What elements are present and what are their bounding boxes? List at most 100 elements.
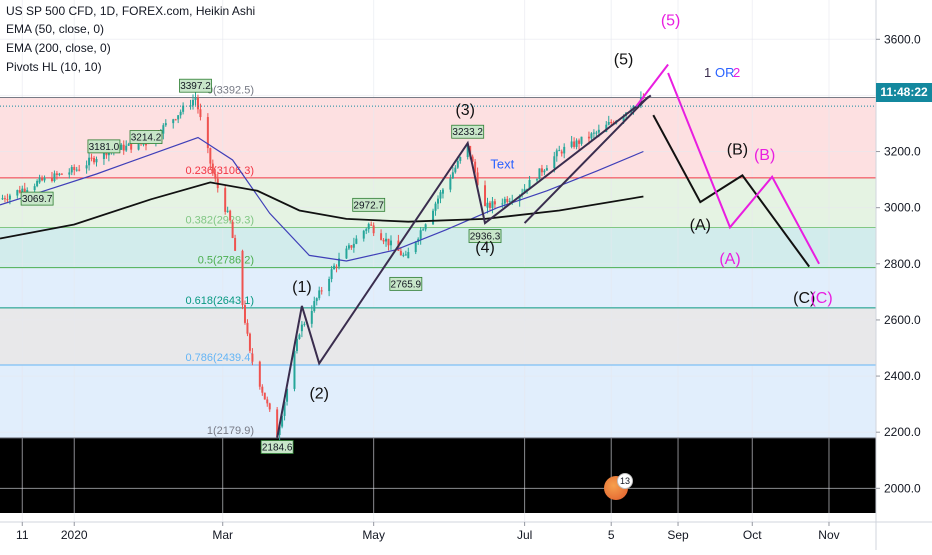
fib-zone-3 (0, 267, 876, 308)
fib-zone-5 (0, 365, 876, 438)
candle-body (298, 334, 301, 339)
indicator-ema-200[interactable]: EMA (200, close, 0) (6, 41, 111, 55)
wave-path-2 (635, 63, 669, 108)
candle-body (172, 119, 175, 124)
candle-body (399, 250, 402, 256)
candle-body (189, 105, 192, 107)
candle-body (328, 279, 331, 292)
candle-body (350, 245, 353, 248)
candle-body (6, 199, 9, 201)
candle-body (407, 252, 410, 259)
candle-body (545, 168, 548, 171)
candle-body (330, 269, 333, 280)
candle-body (120, 144, 123, 150)
candle-body (466, 143, 469, 158)
candle-body (555, 150, 558, 157)
pivot-label-7: 3233.2 (452, 127, 483, 138)
candle-body (243, 305, 246, 323)
chart-title[interactable]: US SP 500 CFD, 1D, FOREX.com, Heikin Ash… (6, 4, 256, 18)
candle-body (570, 141, 573, 147)
y-tick-label-1: 2200.0 (884, 425, 921, 439)
candle-body (476, 172, 479, 186)
candle-body (3, 198, 6, 200)
candle-body (380, 233, 383, 240)
candle-body (402, 254, 405, 256)
wave-path-4 (667, 72, 820, 265)
candle-body (437, 198, 439, 204)
wave-path-3 (652, 114, 811, 268)
candle-body (365, 229, 368, 231)
candle-body (142, 143, 145, 145)
candle-body (192, 99, 195, 106)
candle-body (23, 188, 26, 192)
wave-label-10: (C) (793, 290, 815, 307)
candle-body (419, 230, 422, 239)
candle-body (33, 186, 36, 191)
candle-body (95, 158, 98, 163)
candle-body (199, 109, 202, 118)
candle-body (268, 403, 271, 410)
candle-body (389, 240, 392, 246)
indicator-ema-50[interactable]: EMA (50, close, 0) (6, 22, 105, 36)
y-tick-label-4: 2800.0 (884, 257, 921, 271)
candle-body (622, 115, 625, 121)
candle-body (145, 143, 147, 146)
x-tick-label-1: 2020 (61, 528, 88, 542)
candle-body (456, 160, 459, 168)
indicator-pivots-hl[interactable]: Pivots HL (10, 10) (6, 60, 102, 74)
candle-body (209, 148, 212, 164)
x-tick-label-2: Mar (212, 528, 233, 542)
candle-body (488, 202, 491, 208)
x-tick-label-4: Jul (517, 528, 532, 542)
candle-body (283, 401, 286, 416)
candle-body (295, 338, 298, 351)
candle-body (281, 415, 284, 427)
candle-body (580, 136, 583, 144)
candle-body (528, 180, 531, 189)
candle-body (518, 195, 521, 201)
note-text-2: 2 (733, 65, 740, 80)
candle-body (226, 210, 229, 212)
candle-body (214, 174, 217, 179)
y-tick-label-6: 3200.0 (884, 145, 921, 159)
candle-body (523, 189, 526, 194)
candle-body (508, 201, 511, 203)
candle-body (50, 177, 53, 182)
candle-body (382, 239, 385, 242)
candle-body (231, 221, 234, 238)
candle-body (605, 124, 608, 132)
candle-body (335, 266, 338, 268)
candle-body (503, 198, 506, 204)
candle-body (194, 98, 197, 100)
pivot-label-4: 2184.6 (262, 443, 293, 454)
fib-label-3: 0.5(2786.2) (198, 255, 254, 267)
events-count-badge[interactable]: 13 (617, 473, 633, 489)
candle-body (526, 188, 529, 190)
candle-body (575, 140, 578, 147)
candle-body (85, 165, 88, 169)
candle-body (93, 157, 96, 163)
candle-body (53, 173, 56, 182)
candle-body (333, 265, 336, 270)
candle-body (211, 163, 214, 174)
candle-body (538, 168, 541, 180)
candle-body (355, 238, 358, 244)
candle-body (313, 301, 316, 311)
candle-body (78, 169, 81, 171)
fib-label-5: 0.786(2439.4) (186, 352, 255, 364)
candle-body (261, 386, 264, 393)
pivot-label-box-4 (260, 440, 294, 454)
note-text-0: 1 (704, 65, 711, 80)
pivot-label-box-6 (389, 276, 423, 291)
x-tick-label-7: Oct (743, 528, 762, 542)
candle-body (278, 426, 281, 435)
candle-body (543, 170, 546, 173)
candle-body (16, 190, 19, 196)
pivot-label-2: 3214.2 (131, 133, 162, 144)
candle-body (471, 156, 474, 162)
candle-body (174, 119, 177, 121)
candle-body (607, 121, 610, 125)
candle-body (73, 167, 76, 171)
